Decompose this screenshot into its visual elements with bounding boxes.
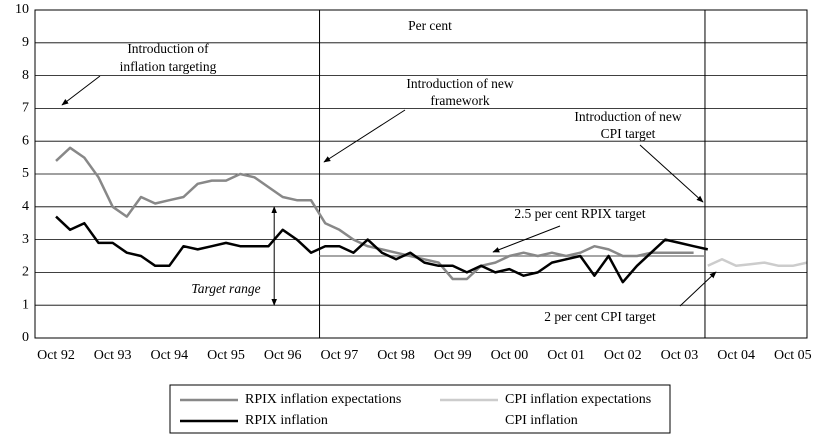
x-tick-label: Oct 03 (661, 348, 699, 363)
y-tick-label: 3 (22, 232, 29, 247)
series-line (55, 215, 709, 284)
y-tick-label: 6 (22, 133, 29, 148)
legend-label: CPI inflation (505, 413, 578, 428)
x-tick-label: Oct 99 (434, 348, 472, 363)
arrow (639, 144, 704, 203)
x-tick-label: Oct 95 (207, 348, 245, 363)
annotation: 2 per cent CPI target (544, 309, 656, 324)
legend-label: RPIX inflation (245, 413, 328, 428)
x-tick-label: Oct 96 (264, 348, 302, 363)
x-tick-label: Oct 92 (37, 348, 75, 363)
annotation: 2.5 per cent RPIX target (514, 206, 646, 221)
x-tick-label: Oct 00 (491, 348, 529, 363)
x-tick-label: Oct 98 (377, 348, 415, 363)
annotation: Target range (191, 281, 260, 296)
annotation: framework (430, 93, 489, 108)
legend: RPIX inflation expectations CPI inflation… (180, 392, 651, 428)
unit-label: Per cent (408, 18, 452, 33)
series-line (707, 258, 808, 268)
arrow (679, 271, 717, 307)
x-tick-label: Oct 97 (321, 348, 359, 363)
lines (55, 146, 808, 284)
arrow (492, 225, 561, 253)
y-tick-label: 2 (22, 265, 29, 280)
y-tick-label: 8 (22, 68, 29, 83)
y-tick-label: 0 (22, 330, 29, 345)
plot-frame (34, 9, 808, 339)
arrow (323, 109, 406, 163)
x-tick-label: Oct 05 (774, 348, 812, 363)
x-tick-label: Oct 94 (150, 348, 188, 363)
annotation: Introduction of new (406, 76, 513, 91)
y-tick-label: 1 (22, 297, 29, 312)
x-tick-label: Oct 02 (604, 348, 642, 363)
x-tick-label: Oct 04 (717, 348, 755, 363)
x-tick-label: Oct 01 (547, 348, 585, 363)
annotation: CPI target (601, 126, 656, 141)
legend-box (169, 384, 671, 434)
y-tick-label: 10 (15, 2, 29, 17)
legend-label: CPI inflation expectations (505, 392, 651, 407)
annotation: Introduction of (127, 41, 209, 56)
legend-label: RPIX inflation expectations (245, 392, 401, 407)
x-tick-label: Oct 93 (94, 348, 132, 363)
y-tick-label: 4 (22, 199, 29, 214)
y-tick-label: 9 (22, 35, 29, 50)
y-tick-label: 5 (22, 166, 29, 181)
annotation: inflation targeting (120, 59, 217, 74)
arrow (61, 75, 101, 106)
annotation: Introduction of new (574, 109, 681, 124)
y-tick-label: 7 (22, 101, 29, 116)
